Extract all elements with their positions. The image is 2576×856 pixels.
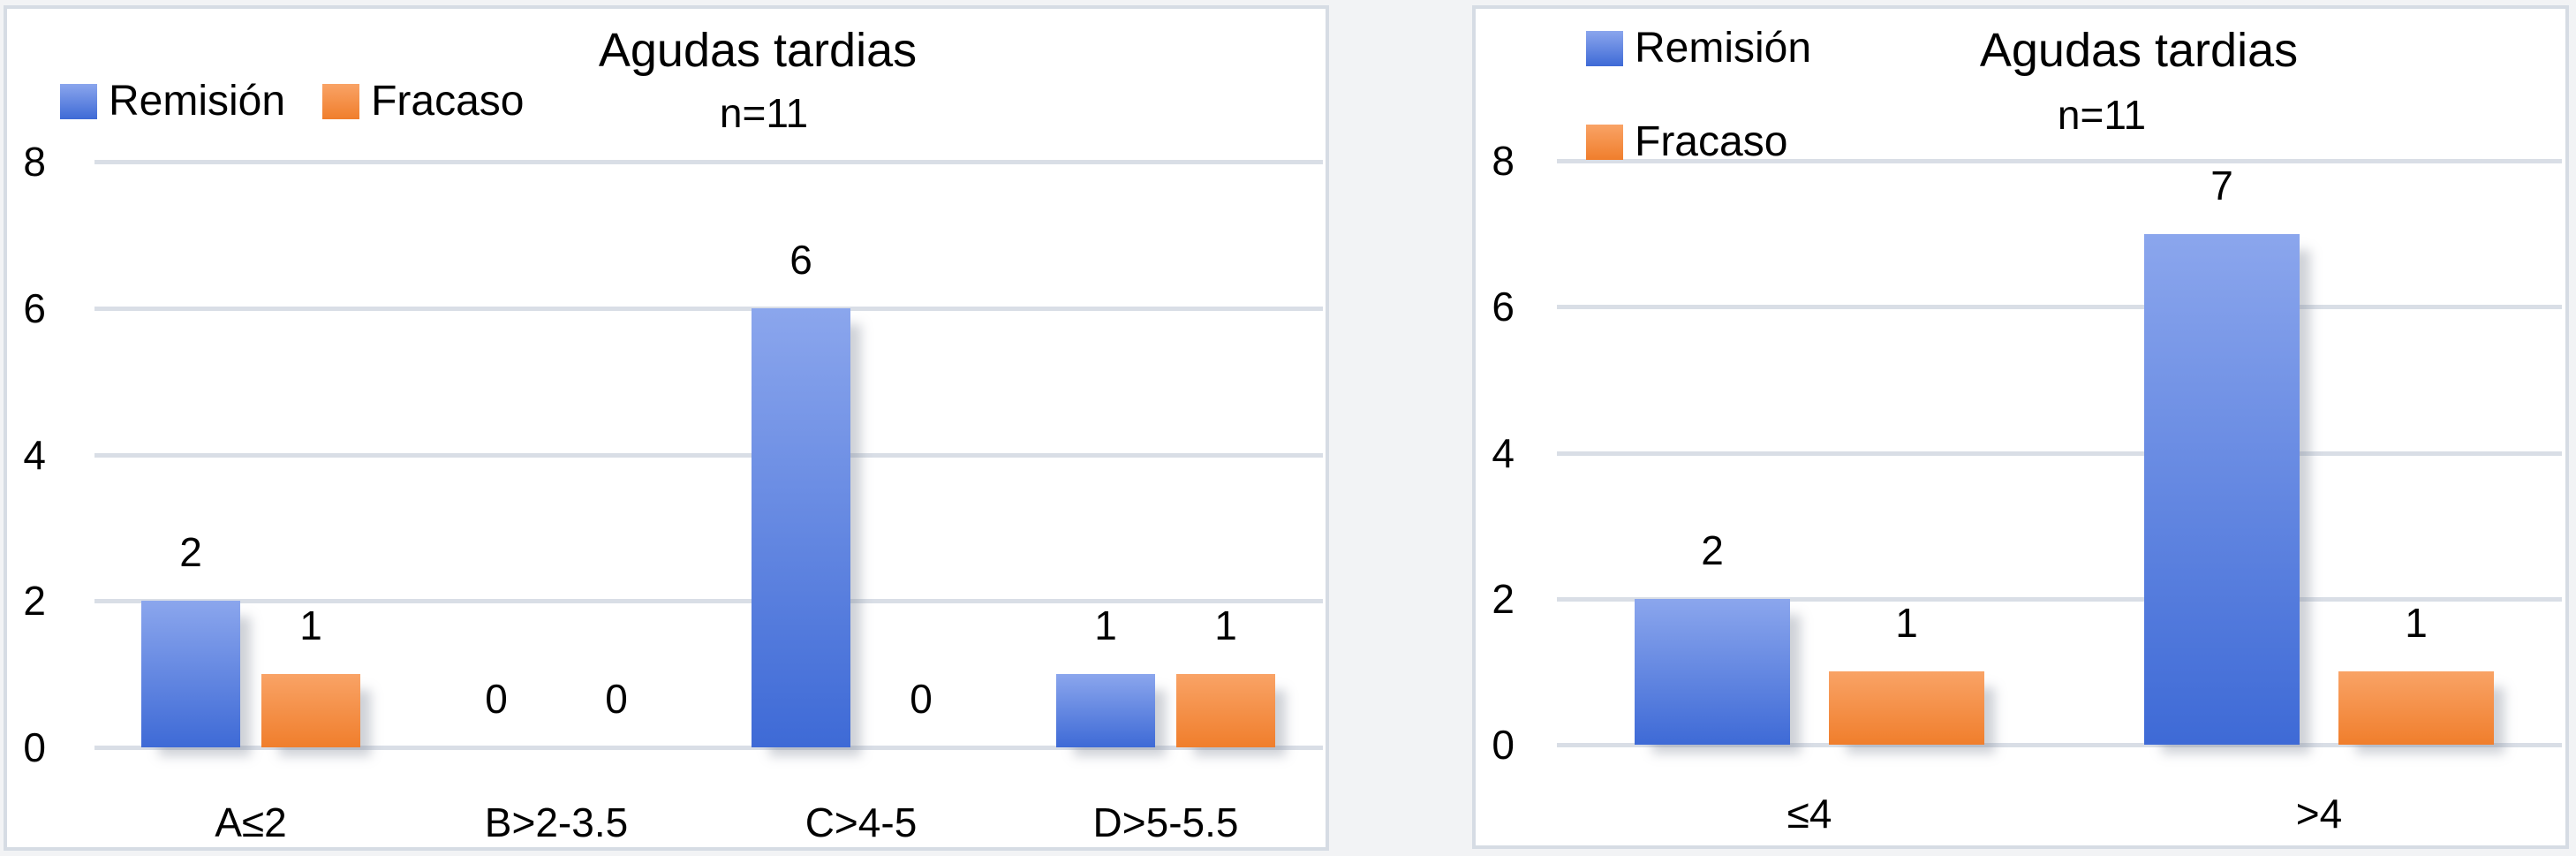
y-axis-tick-label: 6 <box>1492 284 1515 330</box>
plot-area: 8 6 4 2 0 ≤4 2 1 >4 7 1 <box>1476 9 2565 845</box>
legend-item: Fracaso <box>322 80 524 124</box>
legend-swatch <box>322 84 360 119</box>
y-axis-tick-label: 8 <box>1492 138 1515 184</box>
legend-item: Remisión <box>60 80 285 124</box>
legend-swatch <box>60 84 97 119</box>
legend-swatch <box>1586 125 1623 160</box>
bar-value-label: 6 <box>789 236 812 283</box>
chart-panel-right: 8 6 4 2 0 ≤4 2 1 >4 7 1 Agudas tardias n=11 Remisi… <box>1472 5 2569 849</box>
bar-value-label: 0 <box>910 676 933 722</box>
bar-value-label: 1 <box>299 602 322 649</box>
legend-label: Fracaso <box>1635 118 1788 165</box>
gridline-6 <box>1557 305 2562 310</box>
x-axis-category-label: ≤4 <box>1787 791 1832 837</box>
x-axis-category-label: D>5-5.5 <box>1092 799 1239 845</box>
x-axis-category-label: >4 <box>2295 791 2343 837</box>
legend-item: Fracaso <box>1586 120 1811 164</box>
gridline-4 <box>1557 451 2562 456</box>
bar-remision <box>752 307 850 747</box>
y-axis-tick-label: 2 <box>1492 575 1515 622</box>
y-axis-tick-label: 6 <box>23 284 46 331</box>
chart-title: Agudas tardias <box>598 24 918 77</box>
bar-remision <box>2144 233 2300 745</box>
legend-label: Fracaso <box>371 78 525 125</box>
bar-remision <box>1635 598 1790 745</box>
bar-fracaso <box>1176 674 1275 747</box>
bar-value-label: 0 <box>605 676 628 722</box>
gridline-2 <box>94 599 1323 604</box>
bar-value-label: 2 <box>179 529 202 576</box>
bar-remision <box>1056 674 1155 747</box>
gridline-8 <box>94 160 1323 164</box>
bar-value-label: 1 <box>1094 602 1117 649</box>
bar-value-label: 0 <box>485 676 508 722</box>
legend-label: Remisión <box>109 78 286 125</box>
x-axis-category-label: C>4-5 <box>805 799 918 845</box>
bar-fracaso <box>1829 671 1984 745</box>
chart-panel-left: 8 6 4 2 0 A≤2 2 1 B>2-3.5 0 0 C>4-5 6 0 D>5-5.5 1 1 Agud… <box>4 5 1329 851</box>
y-axis-tick-label: 4 <box>23 431 46 478</box>
y-axis-tick-label: 4 <box>1492 429 1515 476</box>
gridline-0 <box>94 746 1323 750</box>
x-axis-category-label: A≤2 <box>215 799 287 845</box>
y-axis-tick-label: 2 <box>23 578 46 625</box>
bar-value-label: 1 <box>1214 602 1237 649</box>
gridline-6 <box>94 306 1323 311</box>
gridline-2 <box>1557 596 2562 602</box>
bar-value-label: 7 <box>2210 162 2233 208</box>
bar-value-label: 1 <box>1895 600 1918 647</box>
chart-legend: Remisión Fracaso <box>60 80 524 124</box>
bar-fracaso <box>261 674 360 747</box>
y-axis-tick-label: 0 <box>1492 722 1515 768</box>
gridline-8 <box>1557 159 2562 163</box>
bar-fracaso <box>2338 671 2494 745</box>
bar-remision <box>141 601 240 747</box>
x-axis-category-label: B>2-3.5 <box>484 799 629 845</box>
chart-title: Agudas tardias <box>1979 24 2299 77</box>
plot-area: 8 6 4 2 0 A≤2 2 1 B>2-3.5 0 0 C>4-5 6 0 D>5-5.5 1 1 <box>7 9 1326 847</box>
chart-subtitle: n=11 <box>719 90 809 136</box>
bar-value-label: 2 <box>1701 526 1724 573</box>
y-axis-tick-label: 8 <box>23 139 46 185</box>
legend-item: Remisión <box>1586 27 1811 71</box>
y-axis-tick-label: 0 <box>23 724 46 770</box>
bar-value-label: 1 <box>2405 600 2428 647</box>
gridline-0 <box>1557 743 2562 747</box>
gridline-4 <box>94 452 1323 458</box>
chart-legend: Remisión Fracaso <box>1586 27 1811 164</box>
chart-subtitle: n=11 <box>2057 92 2147 138</box>
legend-label: Remisión <box>1635 25 1812 72</box>
legend-swatch <box>1586 31 1623 66</box>
